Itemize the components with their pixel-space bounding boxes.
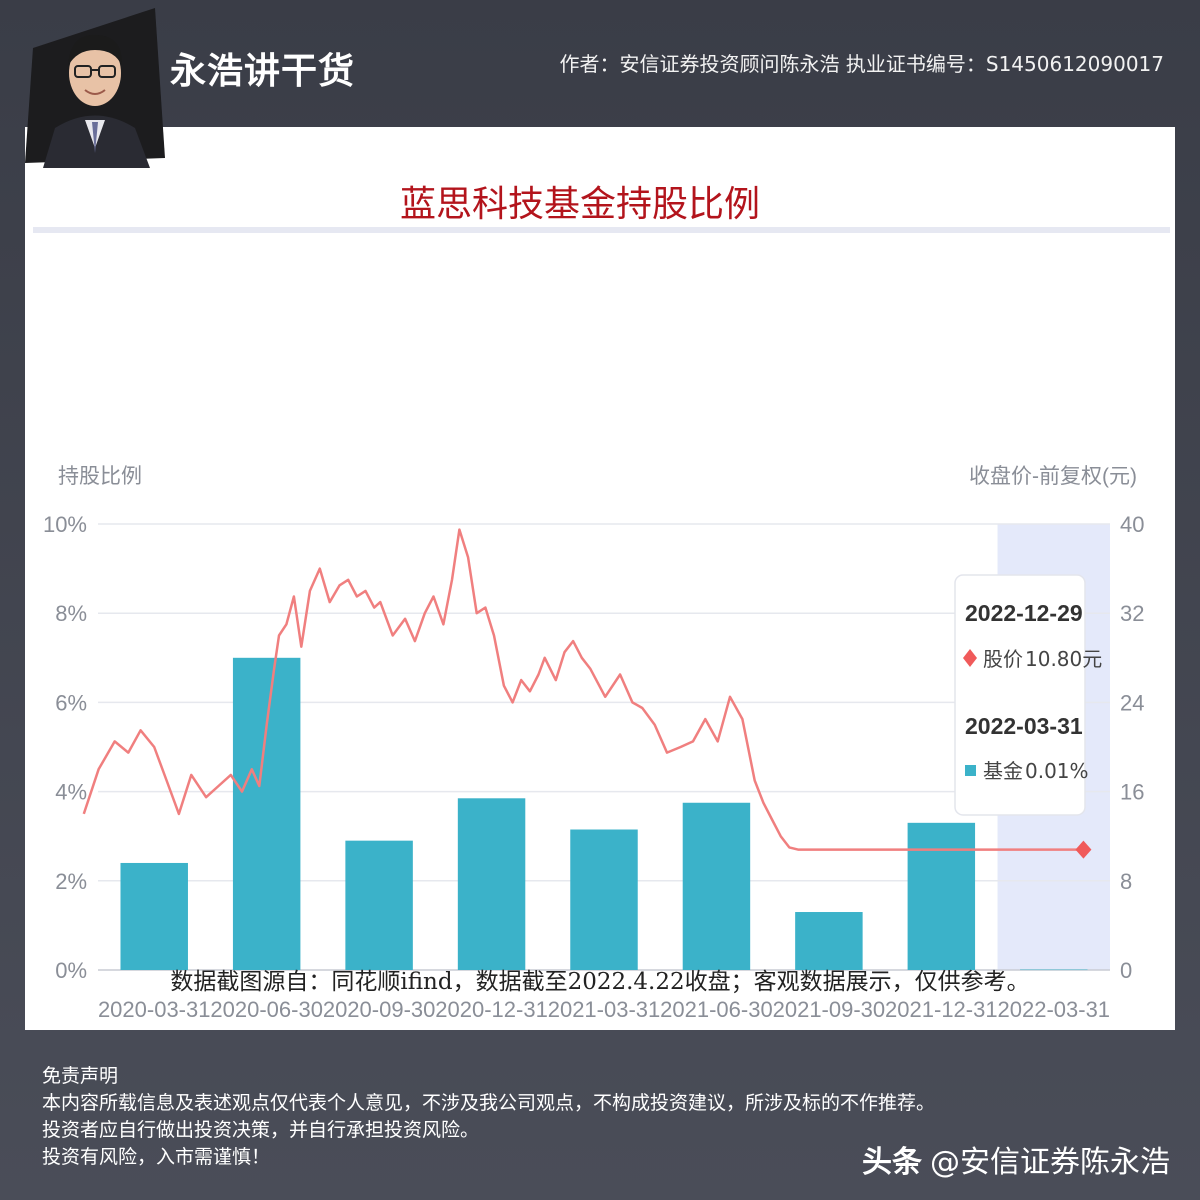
x-tick-label: 2020-09-30 (323, 997, 436, 1022)
disclaimer-line: 本内容所载信息及表述观点仅代表个人意见，不涉及我公司观点，不构成投资建议，所涉及… (42, 1092, 936, 1114)
chart-title: 蓝思科技基金持股比例 (399, 184, 760, 225)
tooltip-fund-marker (965, 765, 976, 776)
bar-fund-2021-03-31 (570, 829, 638, 970)
price-end-marker (1075, 840, 1092, 859)
tooltip-box (954, 574, 1086, 816)
x-tick-label: 2021-03-31 (548, 997, 661, 1022)
disclaimer: 免责声明 本内容所载信息及表述观点仅代表个人意见，不涉及我公司观点，不构成投资建… (42, 1063, 935, 1171)
y-left-axis-title: 持股比例 (58, 465, 142, 488)
bar-fund-2022-03-31 (1020, 969, 1088, 971)
author-info: 作者：安信证券投资顾问陈永浩 执业证书编号：S1450612090017 (559, 52, 1164, 76)
bar-fund-2021-06-30 (682, 802, 751, 970)
bar-fund-2021-09-30 (795, 912, 863, 970)
watermark-prefix: 头条 (862, 1145, 922, 1180)
bar-fund-2020-12-31 (457, 798, 526, 970)
chart-plot: 0% 2% 4% 6% 8% 10% 0 8 16 24 32 40 持股比例 收盘价-前复权(元) 202… (43, 465, 1145, 1022)
tooltip-date-fund: 2022-03-31 (965, 713, 1083, 739)
x-tick-label: 2021-09-30 (773, 997, 886, 1022)
y-right-tick-label: 32 (1120, 601, 1144, 626)
y-left-tick-label: 8% (55, 601, 87, 626)
tooltip-price-label: 股价 (983, 647, 1023, 671)
x-tick-label: 2021-06-30 (660, 997, 773, 1022)
bar-fund-2020-03-31 (120, 862, 188, 970)
bar-fund-2020-06-30 (232, 657, 301, 970)
disclaimer-title: 免责声明 (42, 1065, 119, 1087)
y-right-tick-label: 8 (1120, 869, 1132, 894)
y-left-tick-label: 2% (55, 869, 87, 894)
y-left-tick-label: 4% (55, 780, 87, 805)
tooltip-fund-value: 0.01% (1025, 759, 1089, 783)
x-tick-label: 2020-12-31 (435, 997, 548, 1022)
author-photo (25, 8, 165, 168)
y-right-tick-label: 16 (1120, 780, 1144, 805)
y-left-tick-label: 0% (55, 958, 87, 983)
chart-panel: 蓝思科技基金持股比例 0% 2% 4% 6% 8% 10% 0 8 16 24 32 40 持股比例 收盘… (25, 127, 1175, 1030)
x-tick-label: 2020-06-30 (210, 997, 323, 1022)
disclaimer-line: 投资者应自行做出投资决策，并自行承担投资风险。 (42, 1119, 480, 1141)
price-line (82, 528, 1084, 851)
y-right-tick-label: 40 (1120, 512, 1144, 537)
tooltip-price-marker (963, 649, 977, 667)
tooltip-fund-label: 基金 (983, 759, 1023, 783)
brand-title: 永浩讲干货 (170, 51, 356, 92)
bar-fund-2021-12-31 (907, 822, 976, 970)
data-source-note: 数据截图源自：同花顺ifind，数据截至2022.4.22收盘；客观数据展示，仅… (170, 969, 1030, 995)
y-right-axis-title: 收盘价-前复权(元) (969, 465, 1137, 488)
bar-fund-2020-09-30 (345, 840, 413, 970)
tooltip-price-value: 10.80元 (1025, 647, 1102, 671)
y-left-tick-label: 10% (43, 512, 87, 537)
y-left-tick-label: 6% (55, 690, 87, 715)
disclaimer-line: 投资有风险，入市需谨慎！ (42, 1146, 271, 1168)
watermark: 头条 @安信证券陈永浩 (862, 1137, 1170, 1181)
x-tick-label: 2021-12-31 (885, 997, 998, 1022)
tooltip-date-price: 2022-12-29 (965, 600, 1083, 626)
header: 永浩讲干货 作者：安信证券投资顾问陈永浩 执业证书编号：S14506120900… (0, 0, 1200, 168)
y-right-tick-label: 24 (1120, 690, 1144, 715)
title-divider (33, 227, 1170, 233)
y-right-tick-label: 0 (1120, 958, 1132, 983)
x-tick-label: 2022-03-31 (998, 997, 1111, 1022)
watermark-handle: @安信证券陈永浩 (930, 1145, 1170, 1180)
x-tick-label: 2020-03-31 (98, 997, 211, 1022)
